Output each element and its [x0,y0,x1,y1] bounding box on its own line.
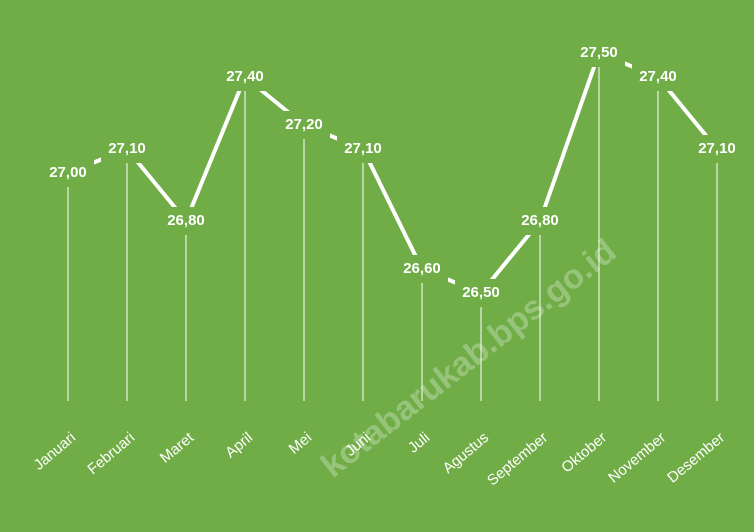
data-label: 27,50 [580,44,618,61]
data-label: 27,10 [344,140,382,157]
data-label: 26,50 [462,284,500,301]
label-background [101,135,153,163]
label-background [632,63,684,91]
data-label: 27,00 [49,164,87,181]
label-background [219,63,271,91]
data-label: 26,60 [403,260,441,277]
data-label: 27,40 [226,68,264,85]
label-background [160,207,212,235]
data-label: 26,80 [521,212,559,229]
data-label: 27,40 [639,68,677,85]
label-background [278,111,330,139]
label-background [455,279,507,307]
label-background [691,135,743,163]
label-background [337,135,389,163]
label-background [42,159,94,187]
data-label: 27,10 [698,140,736,157]
label-background [573,39,625,67]
data-label: 27,20 [285,116,323,133]
label-background [396,255,448,283]
label-background [514,207,566,235]
data-label: 27,10 [108,140,146,157]
data-label: 26,80 [167,212,205,229]
